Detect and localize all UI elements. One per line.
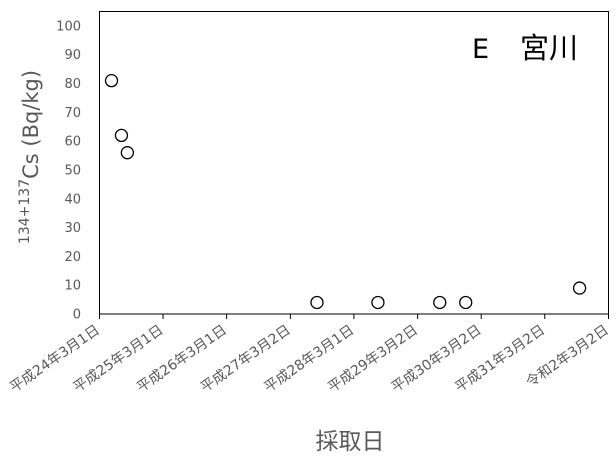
y-axis-tick-labels: 0 10 20 30 40 50 60 70 80 90 100 xyxy=(56,19,81,322)
y-tick-label: 30 xyxy=(64,221,81,236)
y-axis-title: 134+137Cs (Bq/kg) xyxy=(17,70,43,244)
plot-area-frame xyxy=(99,11,609,315)
y-tick-label: 100 xyxy=(56,19,81,34)
data-point xyxy=(459,295,473,310)
panel-letter: E xyxy=(472,34,489,65)
data-point xyxy=(310,295,324,310)
y-tick-label: 10 xyxy=(64,279,81,294)
y-tick-label: 40 xyxy=(64,192,81,207)
y-tick-label: 80 xyxy=(64,77,81,92)
data-point xyxy=(114,128,129,143)
y-tick-label: 20 xyxy=(64,250,81,265)
data-point xyxy=(433,295,447,310)
data-point xyxy=(120,146,135,160)
data-point xyxy=(572,281,587,295)
y-tick-label: 70 xyxy=(64,106,81,121)
y-axis-title-superscript: 134+137 xyxy=(17,179,33,244)
data-point xyxy=(104,73,119,88)
y-axis-title-main: Cs (Bq/kg) xyxy=(19,70,43,179)
x-axis-title: 採取日 xyxy=(316,429,385,455)
x-axis-ticks: 平成24年3月1日平成25年3月1日平成26年3月1日平成27年3月2日平成28… xyxy=(7,314,612,396)
y-tick-label: 50 xyxy=(64,163,81,178)
data-point xyxy=(371,295,385,310)
data-points xyxy=(104,73,587,310)
site-name: 宮川 xyxy=(520,31,578,65)
y-tick-label: 60 xyxy=(64,135,81,150)
y-tick-label: 90 xyxy=(64,48,81,63)
y-tick-label: 0 xyxy=(73,308,81,323)
